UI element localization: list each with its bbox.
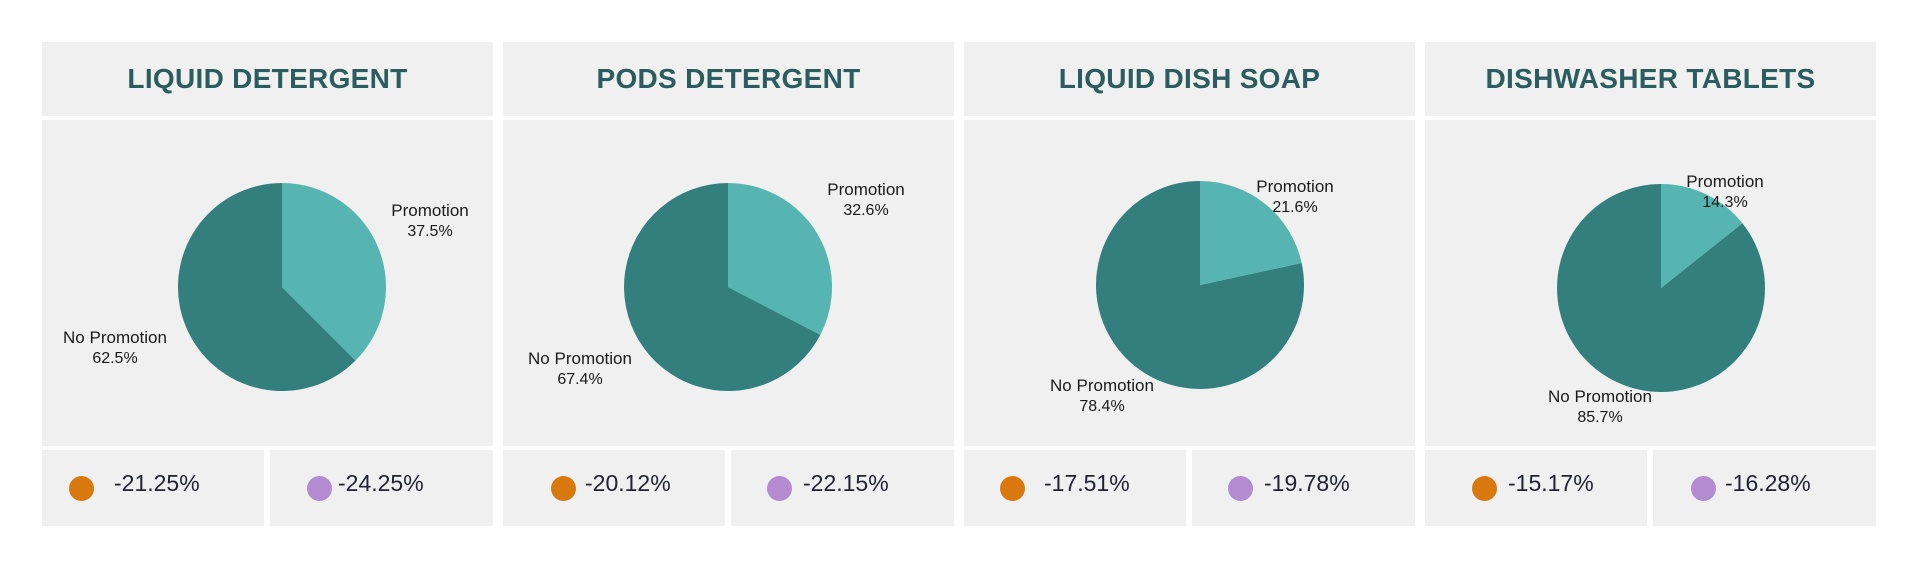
metric-box-2: -16.28% — [1653, 450, 1876, 526]
promotion-label: Promotion — [827, 180, 904, 199]
metric-value-1: -21.25% — [114, 470, 200, 496]
slice-no-promotion — [178, 183, 356, 391]
no-promotion-label: No Promotion — [1548, 387, 1652, 406]
orange-dot-icon — [1000, 476, 1025, 501]
promotion-value-label: 37.5% — [407, 223, 452, 240]
chart-title: LIQUID DETERGENT — [127, 63, 408, 94]
metric-value-2: -16.28% — [1725, 470, 1811, 496]
purple-dot-icon — [1691, 476, 1716, 501]
pie-chart-svg: Promotion 14.3% No Promotion 85.7% — [1548, 172, 1766, 426]
slice-no-promotion — [1096, 181, 1305, 389]
chart-title: PODS DETERGENT — [596, 63, 861, 94]
chart-panel-liquid-dish-soap: LIQUID DISH SOAP Promotion 21.6% No Prom… — [962, 40, 1417, 528]
no-promotion-value-label: 78.4% — [1079, 398, 1124, 415]
no-promotion-label: No Promotion — [528, 349, 632, 368]
chart-title-box: LIQUID DETERGENT — [42, 42, 493, 116]
purple-dot-icon — [767, 476, 792, 501]
chart-title: LIQUID DISH SOAP — [1058, 63, 1321, 94]
pie-chart-area: Promotion 32.6% No Promotion 67.4% — [503, 120, 954, 446]
promotion-label: Promotion — [1256, 177, 1333, 196]
no-promotion-value-label: 67.4% — [557, 371, 602, 388]
no-promotion-label: No Promotion — [1050, 376, 1154, 395]
orange-dot-icon — [69, 476, 94, 501]
orange-dot-icon — [1472, 476, 1497, 501]
pie-chart-svg: Promotion 21.6% No Promotion 78.4% — [1050, 177, 1334, 415]
promotion-label: Promotion — [391, 201, 468, 220]
chart-title-box: PODS DETERGENT — [503, 42, 954, 116]
metric-box-1: -15.17% — [1425, 450, 1647, 526]
pie-chart-area: Promotion 37.5% No Promotion 62.5% — [42, 120, 493, 446]
slice-no-promotion — [1557, 184, 1766, 392]
no-promotion-label: No Promotion — [63, 328, 167, 347]
metric-value-1: -20.12% — [585, 470, 671, 496]
metric-value-2: -19.78% — [1264, 470, 1350, 496]
promotion-value-label: 21.6% — [1272, 199, 1317, 216]
metric-box-2: -22.15% — [731, 450, 954, 526]
pie-chart-area: Promotion 14.3% No Promotion 85.7% — [1425, 120, 1876, 446]
metric-box-1: -20.12% — [503, 450, 725, 526]
no-promotion-value-label: 62.5% — [92, 350, 137, 367]
slice-no-promotion — [624, 183, 821, 391]
metric-box-1: -17.51% — [964, 450, 1186, 526]
chart-title-box: DISHWASHER TABLETS — [1425, 42, 1876, 116]
metric-box-2: -19.78% — [1192, 450, 1415, 526]
chart-panel-liquid-detergent: LIQUID DETERGENT Promotion 37.5% No Prom… — [40, 40, 495, 528]
purple-dot-icon — [1228, 476, 1253, 501]
metric-box-2: -24.25% — [270, 450, 493, 526]
pie-chart-svg: Promotion 32.6% No Promotion 67.4% — [528, 180, 905, 391]
metric-value-1: -15.17% — [1508, 470, 1594, 496]
purple-dot-icon — [307, 476, 332, 501]
slice-promotion — [1661, 184, 1743, 288]
chart-title-box: LIQUID DISH SOAP — [964, 42, 1415, 116]
promotion-value-label: 14.3% — [1702, 194, 1747, 211]
slice-promotion — [1200, 181, 1302, 285]
orange-dot-icon — [551, 476, 576, 501]
metric-value-2: -22.15% — [803, 470, 889, 496]
pie-chart-area: Promotion 21.6% No Promotion 78.4% — [964, 120, 1415, 446]
slice-promotion — [728, 183, 833, 335]
chart-title: DISHWASHER TABLETS — [1485, 63, 1816, 94]
promotion-value-label: 32.6% — [843, 202, 888, 219]
chart-panel-dishwasher-tablets: DISHWASHER TABLETS Promotion 14.3% No Pr… — [1423, 40, 1878, 528]
promotion-label: Promotion — [1686, 172, 1763, 191]
no-promotion-value-label: 85.7% — [1577, 409, 1622, 426]
metric-box-1: -21.25% — [42, 450, 264, 526]
chart-panel-pods-detergent: PODS DETERGENT Promotion 32.6% No Promot… — [501, 40, 956, 528]
slice-promotion — [282, 183, 387, 361]
pie-chart-svg: Promotion 37.5% No Promotion 62.5% — [63, 183, 469, 391]
metric-value-2: -24.25% — [338, 470, 424, 496]
metric-value-1: -17.51% — [1044, 470, 1130, 496]
